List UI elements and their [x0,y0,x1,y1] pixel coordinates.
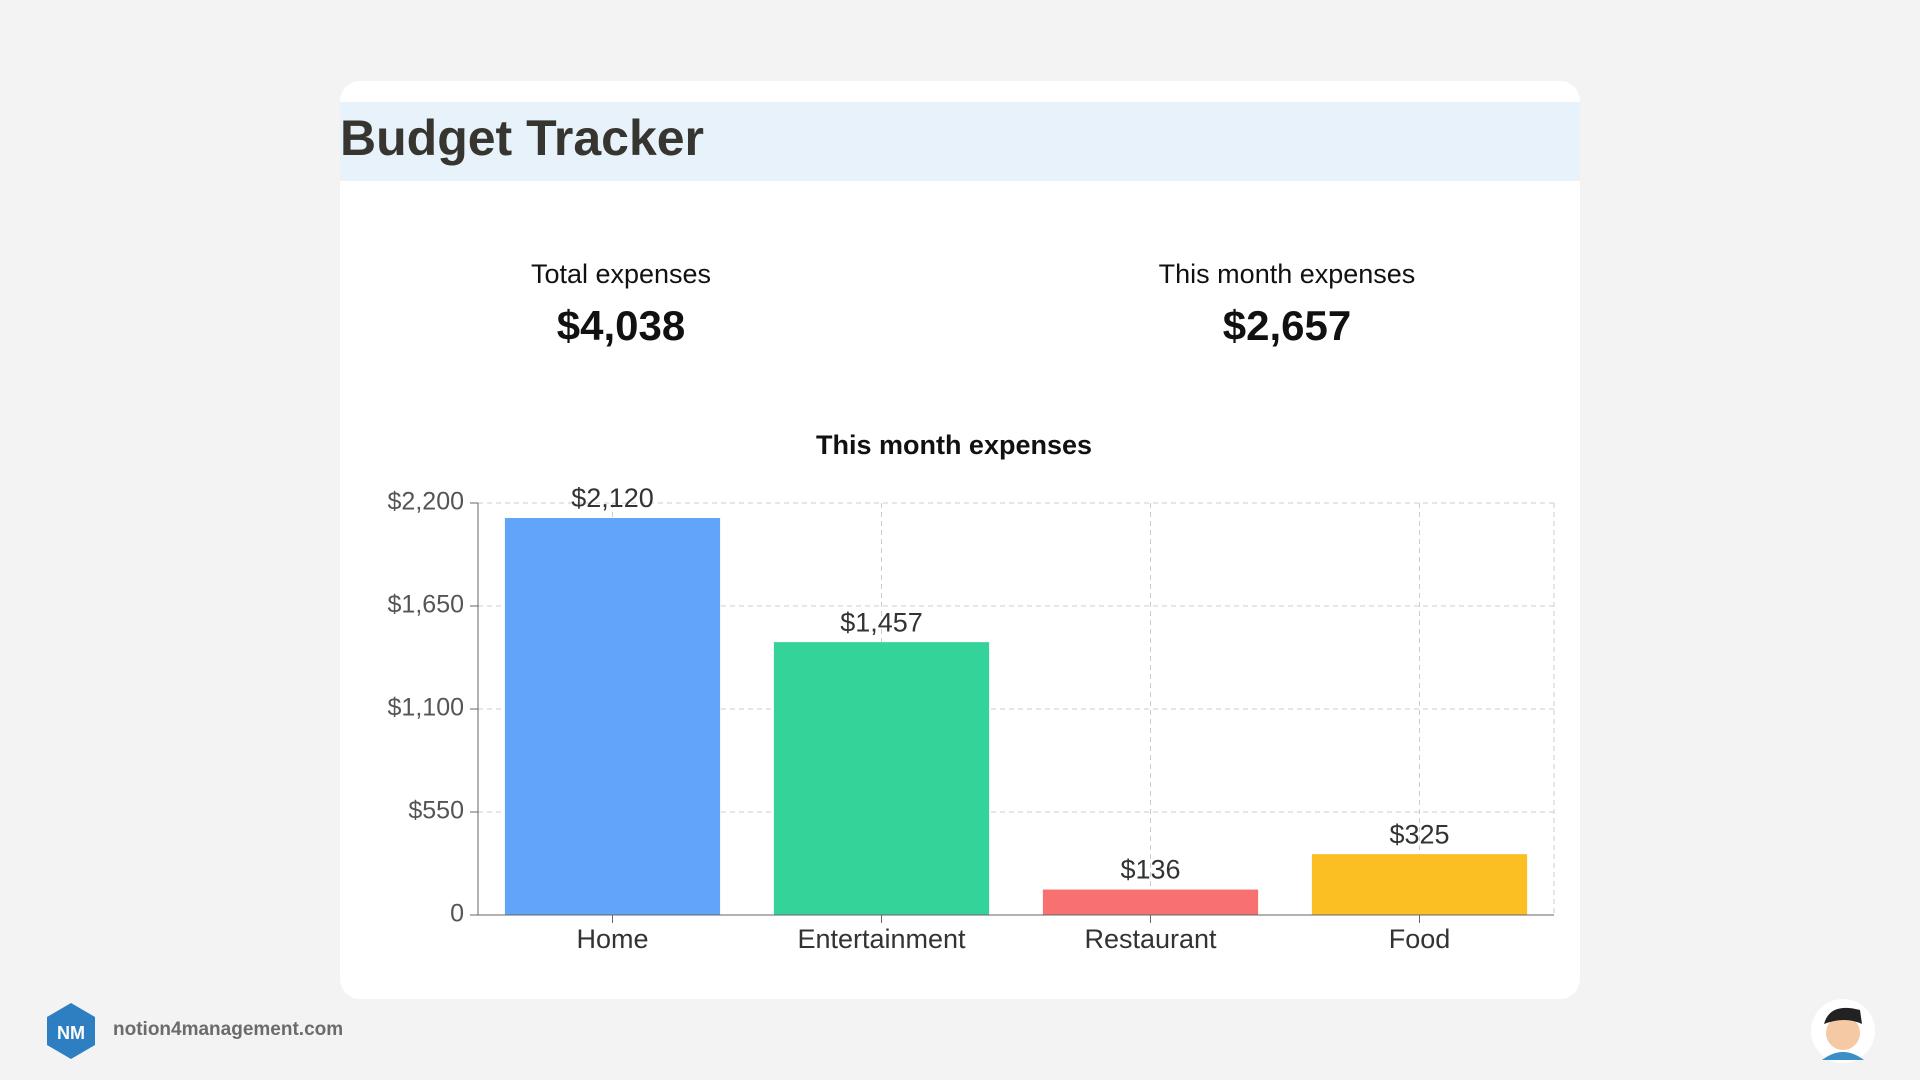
stat-label: Total expenses [531,259,711,289]
stat-value: $2,657 [1223,302,1351,349]
y-tick-label: $550 [408,797,464,825]
x-tick-label: Entertainment [797,924,966,954]
x-tick-label: Food [1389,924,1451,954]
header-band [340,102,1580,181]
value-label: $325 [1389,819,1449,849]
value-label: $136 [1120,855,1180,885]
svg-text:NM: NM [57,1023,85,1043]
bar [1042,889,1259,915]
stat-value: $4,038 [557,302,685,349]
footer-site: notion4management.com [113,1019,343,1040]
bar [504,517,721,915]
avatar [1811,999,1875,1063]
logo: NM [47,1003,95,1059]
page-title: Budget Tracker [340,110,704,166]
bar [1311,854,1528,915]
y-tick-label: $2,200 [388,488,464,516]
value-label: $1,457 [840,607,923,637]
y-tick-label: 0 [450,900,464,928]
bar [773,642,990,915]
chart-title: This month expenses [816,430,1092,460]
y-tick-label: $1,650 [388,591,464,619]
value-label: $2,120 [571,483,654,513]
y-tick-label: $1,100 [388,694,464,722]
x-tick-label: Home [576,924,648,954]
x-tick-label: Restaurant [1084,924,1217,954]
stat-label: This month expenses [1159,259,1416,289]
